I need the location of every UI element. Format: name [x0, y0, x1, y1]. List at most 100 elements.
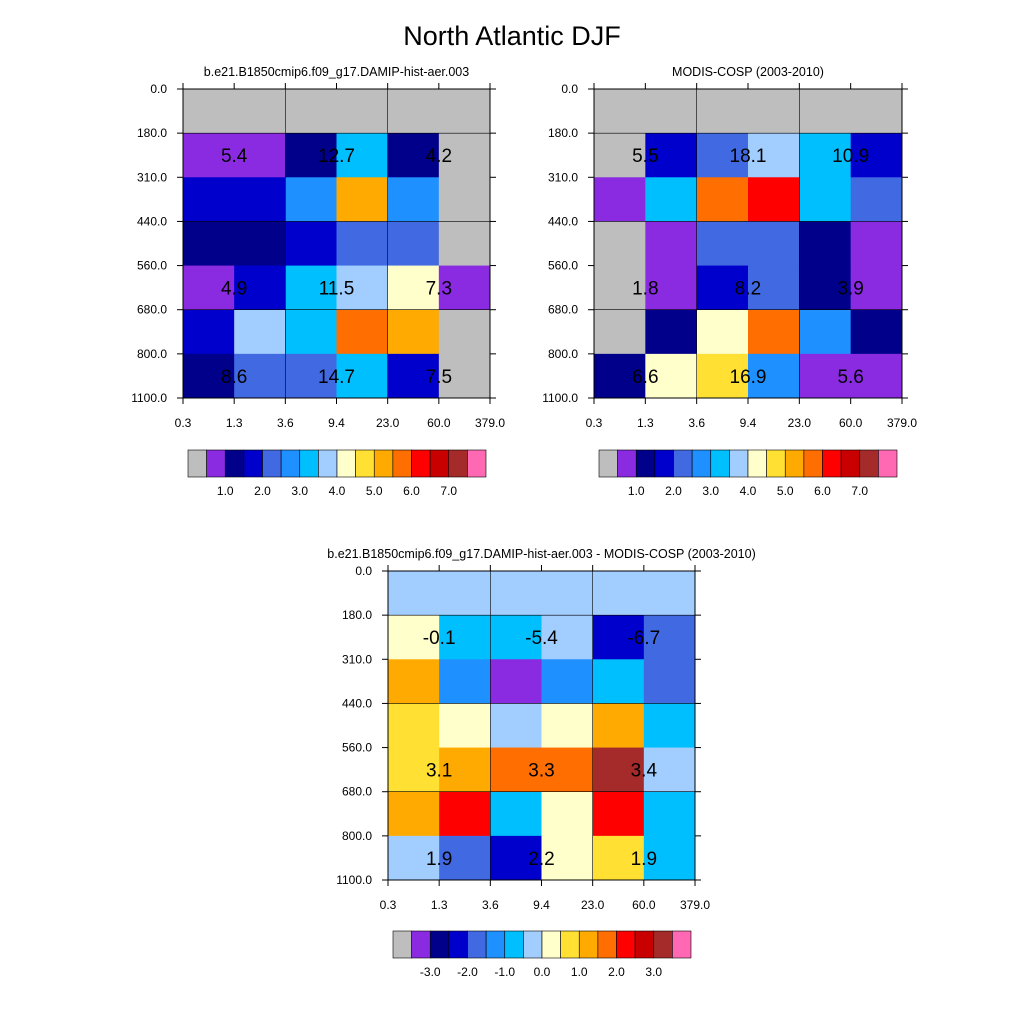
heatmap-cell	[594, 221, 646, 267]
cell-value-label: 4.9	[221, 279, 247, 300]
colorbar-box	[617, 449, 637, 478]
colorbar-box	[411, 449, 431, 478]
heatmap-cell	[799, 221, 852, 267]
heatmap-cell	[643, 747, 696, 793]
cell-value-label: 3.3	[528, 761, 554, 782]
figure-title: North Atlantic DJF	[403, 21, 621, 51]
colorbar-box	[672, 930, 692, 959]
heatmap-cell	[387, 133, 440, 178]
colorbar-box	[654, 449, 674, 478]
colorbar-label: 2.0	[608, 965, 625, 979]
heatmap-cell	[643, 835, 696, 881]
heatmap-cell	[541, 571, 594, 616]
heatmap-cell	[592, 571, 645, 616]
colorbar-box	[691, 449, 712, 478]
colorbar-box	[224, 449, 245, 478]
heatmap-cell	[645, 89, 698, 134]
heatmap-cell	[336, 309, 389, 355]
y-tick-label: 440.0	[548, 214, 578, 228]
panel-title: b.e21.B1850cmip6.f09_g17.DAMIP-hist-aer.…	[204, 65, 469, 79]
heatmap-cell	[541, 747, 594, 793]
y-tick-label: 560.0	[342, 741, 372, 755]
heatmap-cell	[234, 177, 286, 222]
heatmap-cell	[748, 133, 800, 178]
heatmap-cell	[183, 221, 235, 267]
colorbar-label: 0.0	[534, 965, 551, 979]
cell-value-label: 1.8	[632, 279, 658, 300]
x-tick-label: 3.6	[482, 898, 499, 912]
colorbar-box	[560, 930, 580, 959]
colorbar-box	[336, 449, 356, 478]
heatmap-cell	[387, 221, 440, 267]
colorbar-label: -1.0	[494, 965, 515, 979]
y-tick-label: 800.0	[548, 347, 578, 361]
y-tick-label: 180.0	[342, 608, 372, 622]
y-tick-label: 440.0	[342, 696, 372, 710]
heatmap-cell	[438, 221, 491, 267]
heatmap-cell	[799, 309, 852, 355]
heatmap-cell	[850, 353, 903, 399]
heatmap-cell	[439, 659, 491, 704]
heatmap-cell	[592, 835, 645, 881]
colorbar-box	[578, 930, 599, 959]
heatmap-cell	[850, 177, 903, 222]
heatmap-cell	[645, 133, 698, 178]
y-tick-label: 0.0	[355, 564, 372, 578]
heatmap-cell	[748, 353, 800, 399]
cell-value-label: 7.3	[426, 279, 452, 300]
heatmap-cell	[388, 703, 440, 749]
heatmap-cell	[439, 835, 491, 881]
x-tick-label: 379.0	[475, 416, 505, 430]
heatmap-cell	[490, 571, 542, 616]
heatmap-cell	[643, 703, 696, 749]
cell-value-label: 14.7	[318, 367, 355, 388]
heatmap-cell	[234, 265, 286, 311]
colorbar-label: 7.0	[851, 484, 868, 498]
colorbar-box	[206, 449, 226, 478]
heatmap-cell	[388, 791, 440, 837]
y-tick-label: 680.0	[548, 303, 578, 317]
heatmap-cell	[748, 265, 800, 311]
heatmap-cell	[541, 703, 594, 749]
colorbar-label: 2.0	[665, 484, 682, 498]
x-tick-label: 3.6	[277, 416, 294, 430]
colorbar-box	[840, 449, 861, 478]
x-tick-label: 1.3	[226, 416, 243, 430]
heatmap-cell	[336, 353, 389, 399]
cell-value-label: 11.5	[319, 279, 355, 300]
x-tick-label: 9.4	[328, 416, 345, 430]
heatmap-cell	[439, 791, 491, 837]
heatmap-cell	[490, 791, 542, 837]
colorbar-box	[262, 449, 282, 478]
y-tick-label: 310.0	[548, 170, 578, 184]
x-tick-label: 60.0	[839, 416, 863, 430]
colorbar-label: 1.0	[628, 484, 645, 498]
colorbar-box	[318, 449, 338, 478]
y-tick-label: 560.0	[548, 259, 578, 273]
colorbar-box	[485, 930, 506, 959]
heatmap-cell	[696, 89, 749, 134]
heatmap-cell	[643, 615, 696, 660]
y-tick-label: 180.0	[548, 126, 578, 140]
colorbar-box	[448, 449, 468, 478]
heatmap-cell	[490, 659, 542, 704]
y-tick-label: 180.0	[137, 126, 167, 140]
colorbar-box	[392, 449, 412, 478]
heatmap-cell	[799, 265, 852, 311]
cell-value-label: 1.9	[631, 849, 657, 870]
colorbar-box	[187, 449, 207, 478]
colorbar-box	[635, 449, 656, 478]
heatmap-cell	[234, 221, 286, 267]
x-tick-label: 60.0	[632, 898, 656, 912]
heatmap-cell	[541, 615, 594, 660]
y-tick-label: 1100.0	[542, 391, 578, 405]
heatmap-cell	[336, 177, 389, 222]
colorbar-box	[355, 449, 375, 478]
heatmap-cell	[643, 791, 696, 837]
y-tick-label: 310.0	[342, 652, 372, 666]
colorbar-box	[673, 449, 693, 478]
heatmap-cell	[387, 309, 440, 355]
colorbar-box	[653, 930, 673, 959]
heatmap-cell	[439, 615, 491, 660]
